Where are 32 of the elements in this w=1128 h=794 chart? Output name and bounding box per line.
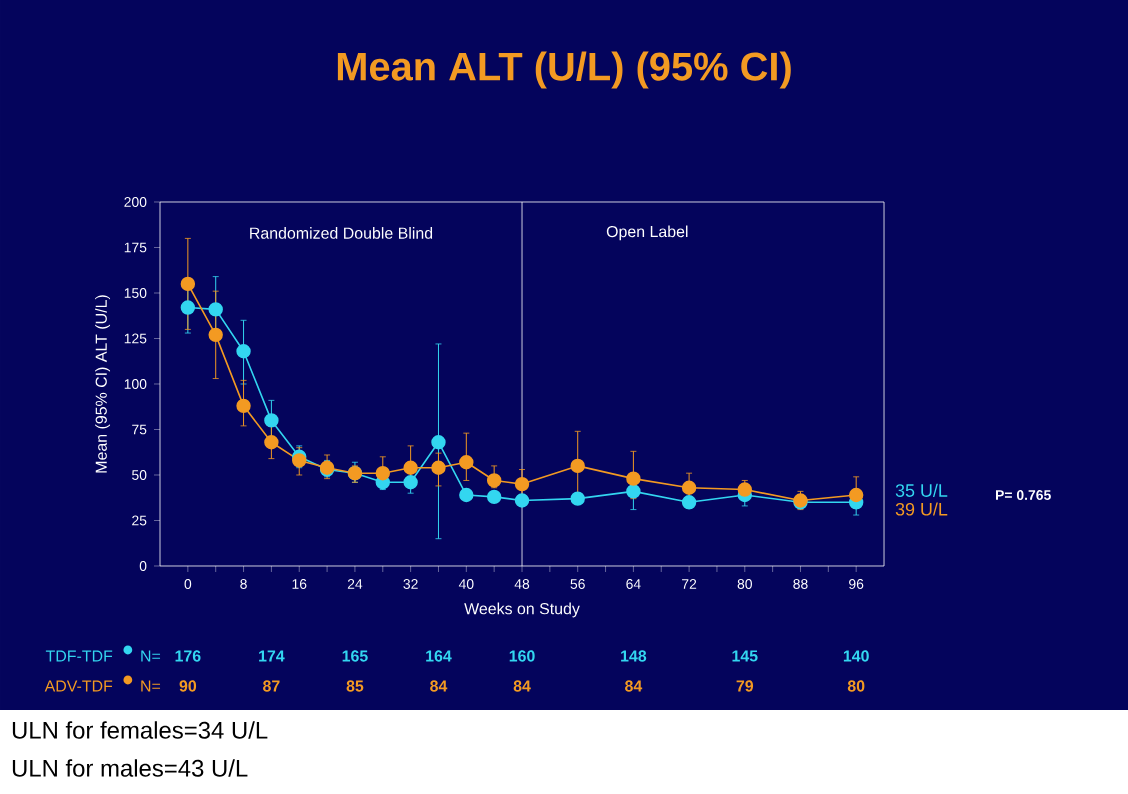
point [375, 465, 390, 481]
point [208, 327, 223, 343]
point [403, 475, 418, 490]
point [486, 489, 502, 505]
point [236, 398, 251, 414]
text: ULN for males=43 U/L [12, 759, 248, 777]
point [737, 482, 752, 497]
point [514, 493, 530, 508]
point [208, 302, 223, 317]
point [459, 487, 474, 503]
chart-title: Mean ALT (U/L) (95% CI) [337, 51, 791, 89]
text: ULN for females=34 U/L [12, 721, 268, 739]
point [180, 276, 196, 292]
point [570, 491, 585, 506]
point [570, 458, 585, 474]
point [264, 435, 279, 450]
point [180, 300, 196, 315]
point [431, 435, 446, 450]
point [848, 487, 864, 503]
data-label: 39 U/L [895, 502, 948, 516]
point [626, 484, 641, 499]
data-label: 35 U/L [895, 483, 948, 497]
point [403, 460, 418, 475]
point [236, 344, 251, 359]
point [459, 455, 474, 470]
point [514, 476, 530, 492]
point [264, 413, 279, 428]
point [681, 480, 697, 495]
point [626, 471, 641, 486]
point [681, 495, 697, 510]
point [486, 473, 502, 488]
point [431, 460, 446, 475]
